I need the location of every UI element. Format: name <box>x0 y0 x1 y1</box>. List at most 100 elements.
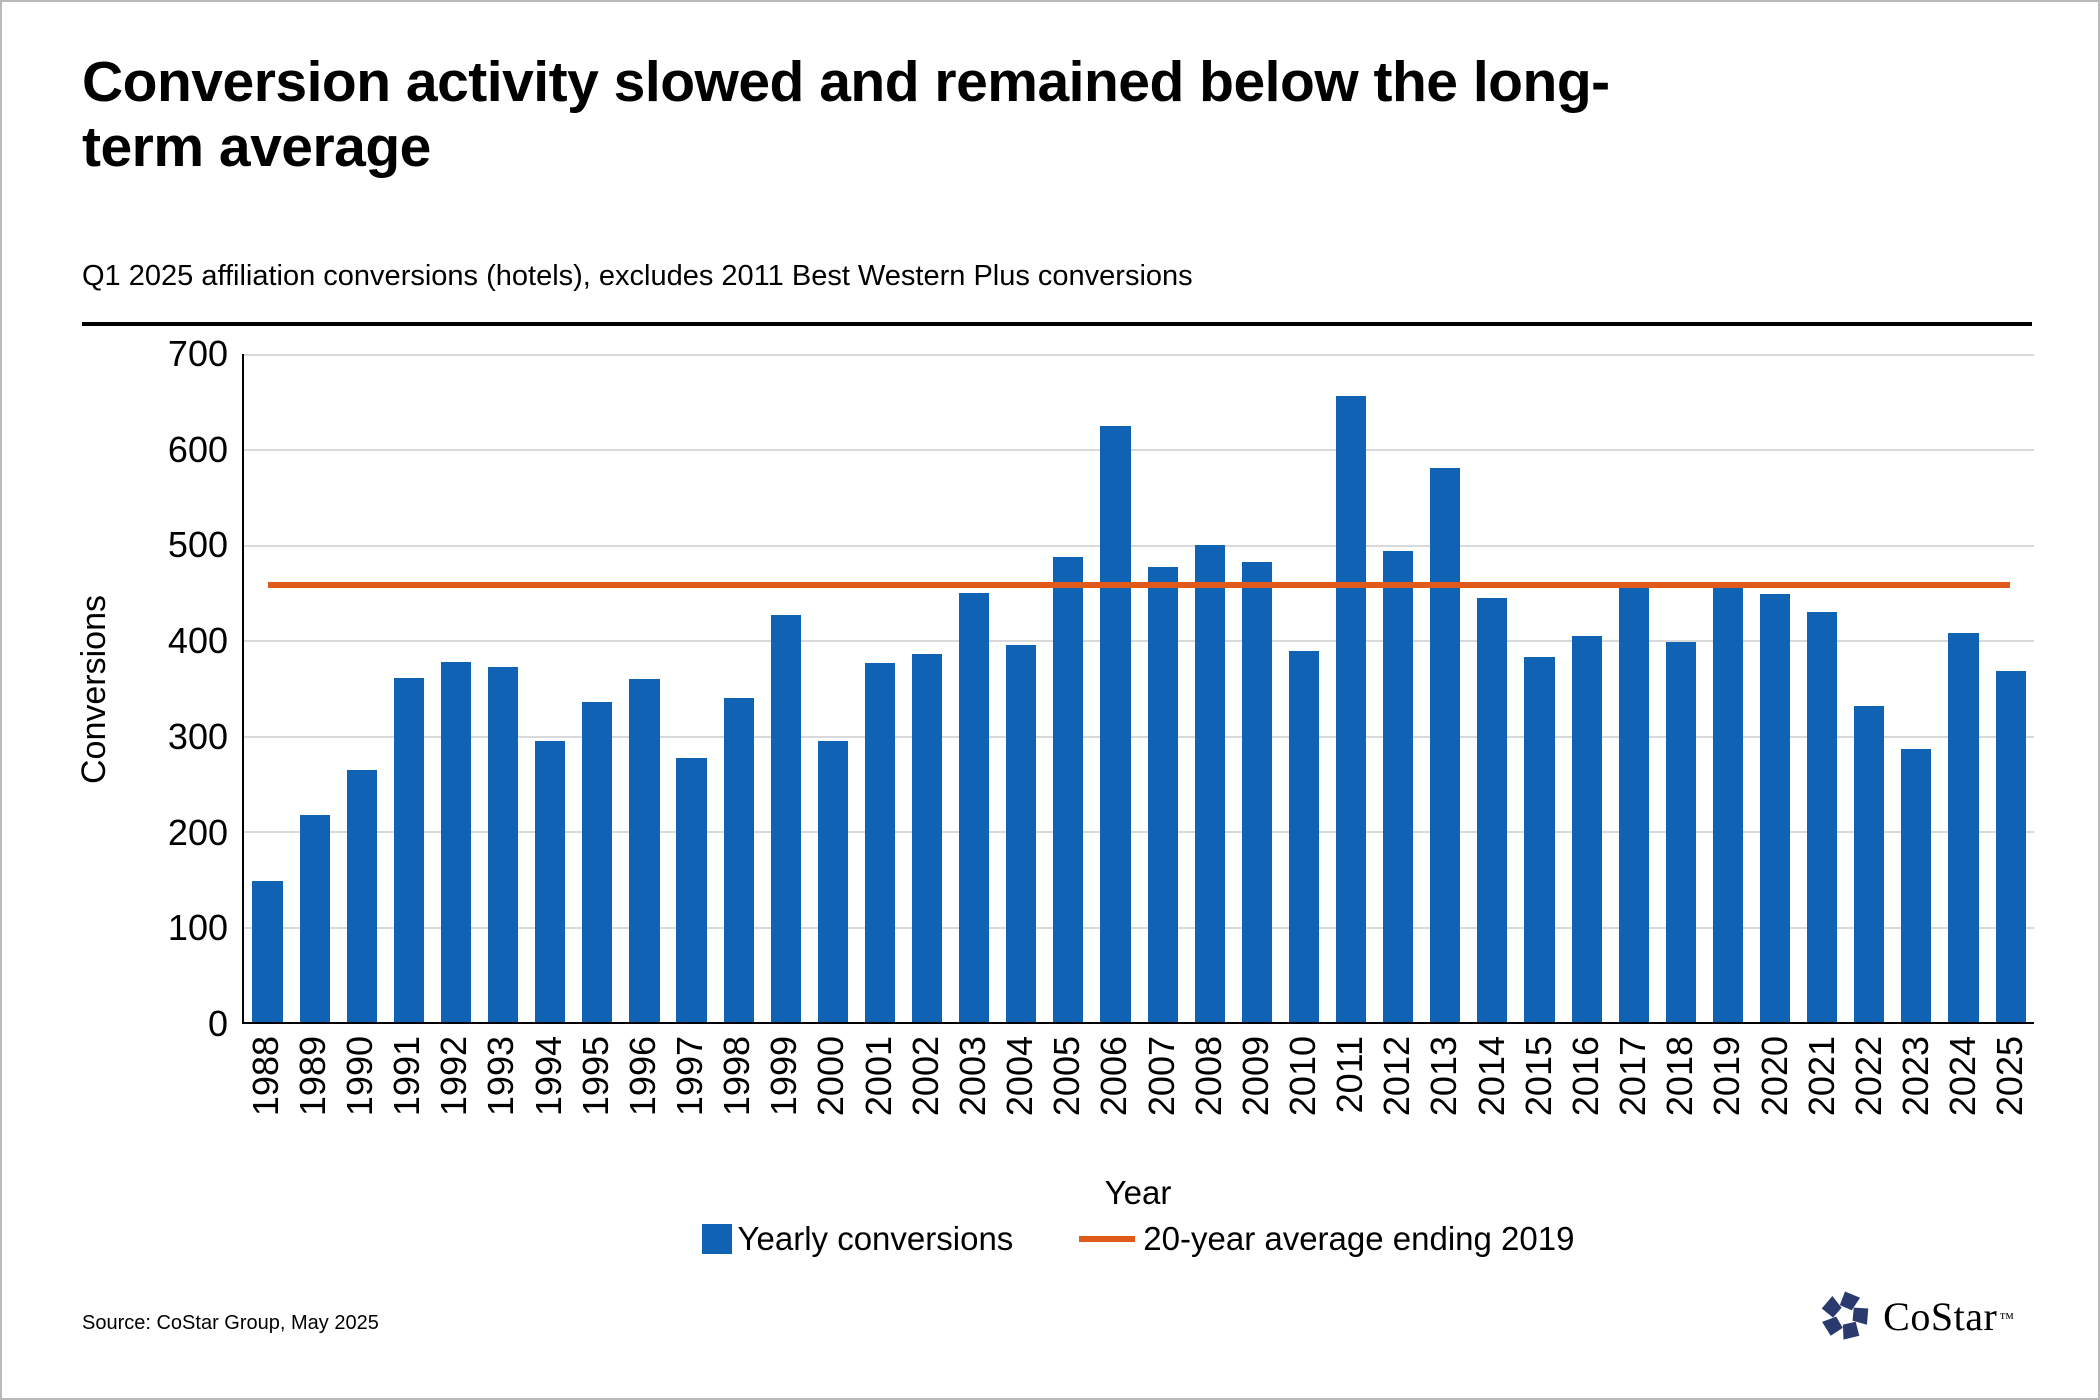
x-tick-slot: 1999 <box>761 1036 808 1166</box>
bar-2004 <box>1006 645 1037 1022</box>
bar-2009 <box>1241 562 1272 1022</box>
divider-rule <box>82 322 2032 326</box>
gridline-700 <box>244 354 2034 356</box>
bar-2008 <box>1194 544 1225 1022</box>
x-tick-label-1993: 1993 <box>480 1036 522 1117</box>
y-tick-label: 700 <box>167 333 228 374</box>
legend-item-yearly-conversions: Yearly conversions <box>701 1220 1013 1258</box>
bar-slot-2015 <box>1516 354 1563 1022</box>
average-line <box>267 581 2011 588</box>
x-tick-label-1999: 1999 <box>763 1036 805 1117</box>
bar-slot-1993 <box>480 354 527 1022</box>
bar-series-swatch-icon <box>701 1224 732 1254</box>
x-tick-label-1992: 1992 <box>433 1036 475 1117</box>
y-tick-label: 600 <box>167 428 228 470</box>
trademark-symbol: ™ <box>1999 1311 2014 1328</box>
bar-slot-1996 <box>621 354 668 1022</box>
x-tick-label-1988: 1988 <box>244 1036 286 1117</box>
x-tick-slot: 2006 <box>1091 1036 1138 1166</box>
bar-slot-2021 <box>1799 354 1846 1022</box>
bar-1990 <box>346 770 377 1022</box>
x-tick-label-2020: 2020 <box>1753 1036 1795 1117</box>
bar-slot-2004 <box>998 354 1045 1022</box>
x-axis-title: Year <box>1104 1174 1172 1211</box>
x-tick-slot: 1990 <box>336 1036 383 1166</box>
x-tick-label-2005: 2005 <box>1046 1036 1088 1117</box>
bar-slot-1998 <box>715 354 762 1022</box>
x-tick-label-2011: 2011 <box>1329 1036 1371 1114</box>
bar-slot-1989 <box>291 354 338 1022</box>
x-tick-label-2013: 2013 <box>1423 1036 1465 1117</box>
x-tick-label-2012: 2012 <box>1376 1036 1418 1117</box>
x-tick-slot: 1994 <box>525 1036 572 1166</box>
x-tick-slot: 2002 <box>902 1036 949 1166</box>
x-tick-slot: 1989 <box>289 1036 336 1166</box>
bar-slot-2007 <box>1139 354 1186 1022</box>
bar-2014 <box>1477 598 1508 1022</box>
y-axis-tick-labels: 0 100 200 300 400 500 600 700 <box>2 333 228 1044</box>
bar-2022 <box>1854 706 1885 1022</box>
bar-slot-2016 <box>1563 354 1610 1022</box>
bar-slot-1999 <box>762 354 809 1022</box>
x-tick-slot: 2017 <box>1610 1036 1657 1166</box>
bar-slot-2019 <box>1704 354 1751 1022</box>
bar-2000 <box>817 741 848 1022</box>
x-tick-label-2018: 2018 <box>1659 1036 1701 1117</box>
x-tick-slot: 2020 <box>1751 1036 1798 1166</box>
x-tick-label-2001: 2001 <box>857 1036 899 1117</box>
x-tick-slot: 1988 <box>242 1036 289 1166</box>
x-tick-label-2014: 2014 <box>1470 1036 1512 1117</box>
x-tick-label-2009: 2009 <box>1234 1036 1276 1117</box>
x-tick-label-2007: 2007 <box>1140 1036 1182 1117</box>
bar-1996 <box>629 679 660 1022</box>
x-tick-label-2019: 2019 <box>1706 1036 1748 1117</box>
bar-2002 <box>912 653 943 1022</box>
x-tick-label-1997: 1997 <box>668 1036 710 1117</box>
y-tick-label: 0 <box>207 1003 228 1044</box>
bar-slot-2013 <box>1422 354 1469 1022</box>
bar-slot-2003 <box>951 354 998 1022</box>
gridline-100 <box>244 926 2034 929</box>
x-tick-slot: 2003 <box>949 1036 996 1166</box>
x-tick-label-2003: 2003 <box>951 1036 993 1117</box>
bar-series <box>244 354 2034 1022</box>
x-tick-slot: 2025 <box>1987 1036 2034 1166</box>
bar-2011 <box>1336 396 1367 1022</box>
page-title: Conversion activity slowed and remained … <box>82 50 1610 179</box>
gridline-600 <box>244 449 2034 452</box>
bar-1993 <box>488 667 519 1022</box>
y-tick-label: 400 <box>167 620 228 662</box>
bar-2013 <box>1430 467 1461 1022</box>
gridline-400 <box>244 640 2034 643</box>
bar-2023 <box>1901 749 1932 1022</box>
bar-slot-1988 <box>244 354 291 1022</box>
bar-2016 <box>1571 636 1602 1022</box>
bar-2005 <box>1053 557 1084 1022</box>
x-axis-tick-labels: 1988 1989 1990 1991 1992 1993 1994 1995 1996 1997… <box>242 1036 2034 1166</box>
bar-1991 <box>393 677 424 1022</box>
x-tick-slot: 2014 <box>1468 1036 1515 1166</box>
x-tick-slot: 2016 <box>1562 1036 1609 1166</box>
bar-slot-2002 <box>904 354 951 1022</box>
bar-slot-2017 <box>1610 354 1657 1022</box>
bar-2006 <box>1100 425 1131 1022</box>
x-tick-slot: 2024 <box>1940 1036 1987 1166</box>
bar-slot-2008 <box>1186 354 1233 1022</box>
x-tick-label-2004: 2004 <box>999 1036 1041 1117</box>
legend-item-average: 20-year average ending 2019 <box>1079 1220 1574 1258</box>
bar-1992 <box>440 662 472 1022</box>
source-note: Source: CoStar Group, May 2025 <box>82 1312 379 1334</box>
x-tick-slot: 2004 <box>997 1036 1044 1166</box>
x-tick-slot: 2019 <box>1704 1036 1751 1166</box>
x-tick-label-2006: 2006 <box>1093 1036 1135 1117</box>
costar-logo-text: CoStar ™ <box>1883 1293 2014 1339</box>
x-tick-slot: 2008 <box>1185 1036 1232 1166</box>
costar-logo: CoStar ™ <box>1819 1290 2014 1342</box>
x-tick-label-2023: 2023 <box>1895 1036 1937 1117</box>
bar-slot-2024 <box>1940 354 1987 1022</box>
y-tick-label: 500 <box>167 524 228 566</box>
bar-slot-2018 <box>1657 354 1704 1022</box>
bar-2018 <box>1665 642 1696 1022</box>
gridline-300 <box>244 735 2034 738</box>
